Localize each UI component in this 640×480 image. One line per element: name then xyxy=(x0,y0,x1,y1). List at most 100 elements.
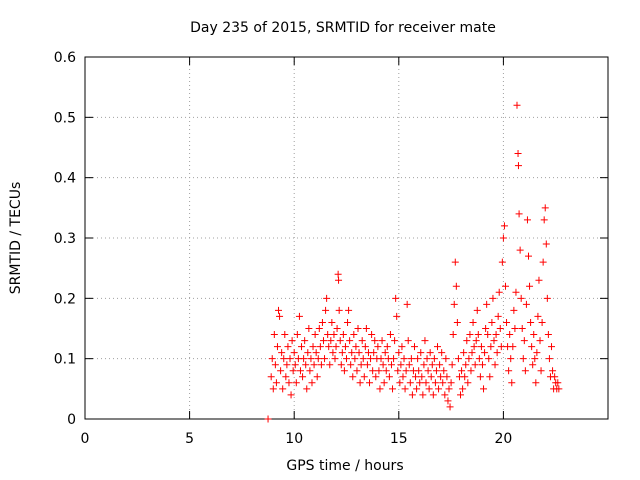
data-point-marker xyxy=(454,355,462,363)
x-tick-label: 20 xyxy=(494,431,512,447)
data-points xyxy=(264,101,563,423)
data-point-marker xyxy=(355,349,363,357)
data-point-marker xyxy=(525,252,533,260)
data-point-marker xyxy=(268,355,276,363)
data-point-marker xyxy=(291,361,299,369)
data-point-marker xyxy=(503,318,511,326)
data-point-marker xyxy=(523,216,531,224)
data-point-marker xyxy=(362,325,370,332)
data-point-marker xyxy=(406,379,414,387)
data-point-marker xyxy=(413,385,421,393)
data-point-marker xyxy=(415,367,423,375)
data-point-marker xyxy=(337,361,345,369)
data-point-marker xyxy=(285,379,293,387)
data-point-marker xyxy=(509,343,517,351)
data-point-marker xyxy=(391,337,399,345)
data-point-marker xyxy=(329,349,337,357)
data-point-marker xyxy=(513,101,521,109)
data-point-marker xyxy=(536,337,544,345)
x-tick-label: 15 xyxy=(390,431,408,447)
chart-title: Day 235 of 2015, SRMTID for receiver mat… xyxy=(190,20,496,36)
data-point-marker xyxy=(407,355,415,363)
data-point-marker xyxy=(430,355,438,363)
data-point-marker xyxy=(519,355,527,363)
data-point-marker xyxy=(464,379,472,387)
data-point-marker xyxy=(522,300,530,308)
data-point-marker xyxy=(463,337,471,345)
data-point-marker xyxy=(461,373,469,381)
data-point-marker xyxy=(405,361,413,369)
data-point-marker xyxy=(330,331,338,339)
data-point-marker xyxy=(480,385,488,393)
data-point-marker xyxy=(459,385,467,393)
data-point-marker xyxy=(534,312,542,320)
data-point-marker xyxy=(333,325,341,332)
data-point-marker xyxy=(290,349,298,357)
data-point-marker xyxy=(283,361,291,369)
data-point-marker xyxy=(446,403,454,411)
data-point-marker xyxy=(462,361,470,369)
data-point-marker xyxy=(369,367,377,375)
data-point-marker xyxy=(467,367,475,375)
data-point-marker xyxy=(488,318,496,326)
data-point-marker xyxy=(346,337,354,345)
data-point-marker xyxy=(303,385,311,393)
data-point-marker xyxy=(460,349,468,357)
data-point-marker xyxy=(347,361,355,369)
data-point-marker xyxy=(312,349,320,357)
data-point-marker xyxy=(495,288,503,296)
data-point-marker xyxy=(540,216,548,224)
data-point-marker xyxy=(299,373,307,381)
data-point-marker xyxy=(487,343,495,351)
data-point-marker xyxy=(321,355,329,363)
data-point-marker xyxy=(412,373,420,381)
data-point-marker xyxy=(434,343,442,351)
data-point-marker xyxy=(408,391,416,399)
data-point-marker xyxy=(477,343,485,351)
data-point-marker xyxy=(549,367,557,375)
data-point-marker xyxy=(395,349,403,357)
x-tick-label: 0 xyxy=(81,431,90,447)
data-point-marker xyxy=(371,337,379,345)
data-point-marker xyxy=(529,361,537,369)
data-point-marker xyxy=(392,294,400,302)
data-point-marker xyxy=(349,373,357,381)
data-point-marker xyxy=(544,331,552,339)
data-point-marker xyxy=(368,331,376,339)
data-point-marker xyxy=(539,258,547,266)
data-point-marker xyxy=(287,391,295,399)
data-point-marker xyxy=(526,282,534,290)
data-point-marker xyxy=(469,318,477,326)
data-point-marker xyxy=(399,373,407,381)
data-point-marker xyxy=(370,349,378,357)
data-point-marker xyxy=(314,355,322,363)
data-point-marker xyxy=(490,337,498,345)
data-point-marker xyxy=(458,367,466,375)
data-point-marker xyxy=(379,361,387,369)
data-point-marker xyxy=(298,343,306,351)
y-tick-label: 0.1 xyxy=(54,352,76,368)
data-point-marker xyxy=(267,373,275,381)
data-point-marker xyxy=(356,379,364,387)
data-point-marker xyxy=(326,361,334,369)
data-point-marker xyxy=(515,210,523,218)
data-point-marker xyxy=(432,367,440,375)
data-point-marker xyxy=(531,355,539,363)
data-point-marker xyxy=(402,367,410,375)
data-point-marker xyxy=(445,385,453,393)
data-point-marker xyxy=(319,337,327,345)
data-point-marker xyxy=(554,379,562,387)
data-point-marker xyxy=(470,343,478,351)
data-point-marker xyxy=(420,361,428,369)
data-point-marker xyxy=(478,361,486,369)
data-point-marker xyxy=(542,240,550,248)
data-point-marker xyxy=(457,391,465,399)
data-point-marker xyxy=(396,379,404,387)
data-point-marker xyxy=(327,337,335,345)
data-point-marker xyxy=(394,367,402,375)
data-point-marker xyxy=(427,373,435,381)
data-point-marker xyxy=(398,343,406,351)
data-point-marker xyxy=(439,379,447,387)
data-point-marker xyxy=(512,288,520,296)
